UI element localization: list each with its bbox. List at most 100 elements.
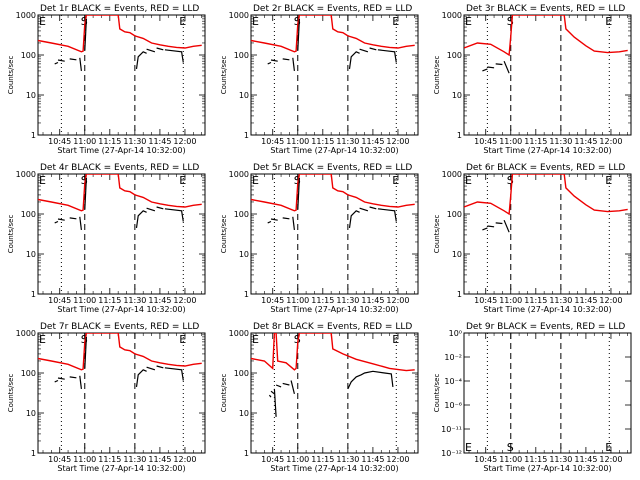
x-tick-label: 11:45 [361, 296, 384, 305]
y-axis-label: Counts/sec [220, 374, 228, 413]
x-tick-label: 11:00 [73, 137, 96, 146]
x-axis-label: Start Time (27-Apr-14 10:32:00) [57, 146, 185, 155]
events-series-line [297, 177, 300, 210]
y-tick-label: 1000 [229, 170, 249, 179]
x-axis-label: Start Time (27-Apr-14 10:32:00) [57, 305, 185, 314]
events-series-line [156, 365, 164, 369]
events-series-line [164, 49, 184, 63]
events-series-line [290, 380, 295, 395]
x-tick-label: 11:30 [123, 455, 146, 464]
x-tick-label: 10:45 [474, 455, 497, 464]
x-axis-label: Start Time (27-Apr-14 10:32:00) [57, 464, 185, 473]
events-series-line [482, 68, 488, 72]
x-tick-label: 11:00 [73, 296, 96, 305]
plot-frame [37, 173, 206, 295]
x-axis-label: Start Time (27-Apr-14 10:32:00) [270, 146, 398, 155]
marker-label-e: E [465, 174, 472, 187]
y-axis-label: Counts/sec [7, 56, 15, 95]
x-tick-label: 10:45 [261, 455, 284, 464]
x-axis-label: Start Time (27-Apr-14 10:32:00) [483, 146, 611, 155]
events-series-line [282, 217, 290, 220]
panel-title: Det 3r BLACK = Events, RED = LLD [466, 4, 625, 14]
y-tick-label: 1 [244, 131, 249, 140]
events-series-line [135, 210, 147, 228]
lld-series-line [251, 15, 415, 53]
y-tick-label: 1 [31, 449, 36, 458]
x-tick-label: 11:45 [574, 137, 597, 146]
y-tick-label: 1000 [229, 11, 249, 20]
events-series-line [146, 48, 156, 53]
x-tick-label: 11:45 [148, 455, 171, 464]
events-series-line [487, 66, 495, 69]
marker-label-s: S [294, 333, 301, 346]
y-tick-label: 10⁻⁴ [444, 377, 462, 386]
events-series-line [84, 177, 87, 210]
y-tick-label: 10 [239, 250, 249, 259]
panel-1: Det 1r BLACK = Events, RED = LLD 1 10 100 10… [7, 4, 206, 155]
x-tick-label: 11:15 [311, 137, 334, 146]
x-tick-label: 11:30 [123, 137, 146, 146]
events-series-line [282, 58, 290, 61]
events-series-line [79, 57, 82, 71]
marker-label-s: S [507, 15, 514, 28]
y-tick-label: 1 [244, 449, 249, 458]
marker-label-s: S [81, 333, 88, 346]
x-tick-label: 11:15 [311, 296, 334, 305]
events-series-line [348, 51, 360, 69]
panel-title: Det 1r BLACK = Events, RED = LLD [40, 4, 199, 14]
lld-series-line [464, 174, 628, 216]
x-tick-label: 11:30 [549, 296, 572, 305]
y-tick-label: 1 [457, 131, 462, 140]
y-tick-label: 1 [31, 131, 36, 140]
x-tick-label: 10:45 [261, 296, 284, 305]
events-series-line [369, 206, 377, 210]
x-axis-label: Start Time (27-Apr-14 10:32:00) [270, 464, 398, 473]
events-series-line [495, 63, 503, 66]
panel-title: Det 2r BLACK = Events, RED = LLD [253, 4, 412, 14]
lld-series-line [464, 15, 628, 57]
y-tick-label: 100 [234, 369, 249, 378]
marker-label-e: E [179, 333, 186, 346]
x-tick-label: 10:45 [48, 137, 71, 146]
events-series-line [57, 377, 65, 380]
marker-label-s: S [81, 15, 88, 28]
lld-series-line [251, 174, 415, 212]
x-tick-label: 12:00 [386, 296, 409, 305]
marker-label-e: E [392, 333, 399, 346]
x-tick-label: 11:30 [549, 137, 572, 146]
panel-6: Det 6r BLACK = Events, RED = LLD 1 10 100 10… [433, 163, 632, 314]
x-axis-label: Start Time (27-Apr-14 10:32:00) [270, 305, 398, 314]
x-tick-label: 12:00 [173, 455, 196, 464]
y-axis-label: Counts/sec [7, 374, 15, 413]
plot-frame [250, 173, 419, 295]
marker-label-s: S [81, 174, 88, 187]
x-tick-label: 12:00 [173, 137, 196, 146]
y-axis-label: Counts/sec [433, 56, 441, 95]
panel-3: Det 3r BLACK = Events, RED = LLD 1 10 100 10… [433, 4, 632, 155]
panel-title: Det 4r BLACK = Events, RED = LLD [40, 163, 199, 173]
plot-frame [463, 173, 632, 295]
panel-5: Det 5r BLACK = Events, RED = LLD 1 10 100 10… [220, 163, 419, 314]
y-tick-label: 1000 [229, 329, 249, 338]
x-tick-label: 12:00 [173, 296, 196, 305]
marker-label-e: E [252, 15, 259, 28]
y-tick-label: 10 [26, 91, 36, 100]
x-tick-label: 11:30 [336, 296, 359, 305]
y-tick-label: 1 [457, 290, 462, 299]
x-tick-label: 11:30 [123, 296, 146, 305]
x-tick-label: 11:45 [361, 137, 384, 146]
panel-title: Det 8r BLACK = Events, RED = LLD [253, 322, 412, 332]
events-series-line [135, 51, 147, 69]
marker-label-e: E [392, 174, 399, 187]
x-tick-label: 11:15 [524, 137, 547, 146]
panel-2: Det 2r BLACK = Events, RED = LLD 1 10 100 10… [220, 4, 419, 155]
events-series-line [273, 388, 277, 417]
y-axis-label: Counts/sec [7, 215, 15, 254]
x-tick-label: 11:00 [499, 455, 522, 464]
events-series-line [482, 227, 488, 231]
y-tick-label: 1 [244, 290, 249, 299]
x-tick-label: 11:15 [98, 455, 121, 464]
x-tick-label: 11:15 [98, 137, 121, 146]
y-tick-label: 10⁻¹² [441, 449, 462, 458]
x-tick-label: 12:00 [599, 137, 622, 146]
